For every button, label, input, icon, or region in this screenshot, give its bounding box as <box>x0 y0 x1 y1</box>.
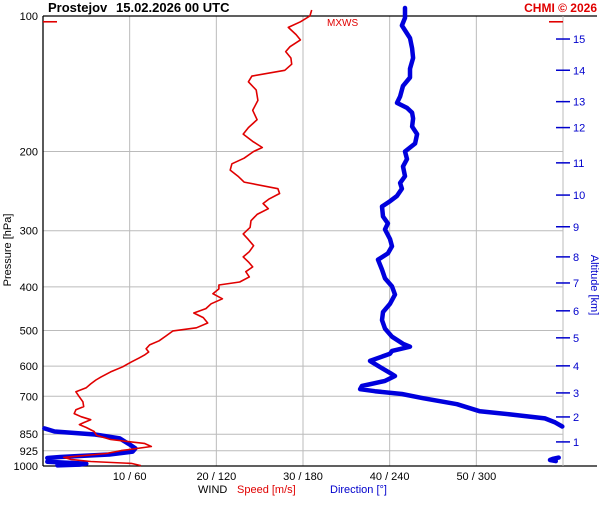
altitude-tick-label: 9 <box>573 222 579 234</box>
wind-speed-line <box>62 9 313 467</box>
pressure-axis-label: Pressure [hPa] <box>2 214 14 287</box>
altitude-axis-label: Altitude [km] <box>588 255 600 316</box>
pressure-tick-label: 850 <box>20 429 38 441</box>
caption-wind: WIND <box>198 484 227 496</box>
pressure-tick-label: 100 <box>20 11 38 23</box>
altitude-tick-label: 7 <box>573 278 579 290</box>
x-tick-label: 30 / 180 <box>283 471 323 483</box>
frame-layer <box>42 15 597 467</box>
altitude-tick-label: 10 <box>573 190 585 202</box>
altitude-tick-label: 8 <box>573 252 579 264</box>
pressure-tick-label: 600 <box>20 361 38 373</box>
altitude-tick-label: 1 <box>573 437 579 449</box>
x-tick-label: 20 / 120 <box>196 471 236 483</box>
pressure-tick-label: 700 <box>20 391 38 403</box>
data-layer <box>42 5 565 468</box>
caption-speed: Speed [m/s] <box>237 484 296 496</box>
altitude-tick-label: 11 <box>573 158 584 170</box>
pressure-tick-label: 925 <box>20 446 38 458</box>
pressure-tick-label: 500 <box>20 326 38 338</box>
x-tick-label: 10 / 60 <box>113 471 147 483</box>
pressure-tick-label: 300 <box>20 226 38 238</box>
altitude-tick-label: 14 <box>573 65 585 77</box>
altitude-tick-label: 5 <box>573 333 579 345</box>
grid-layer <box>43 16 563 466</box>
altitude-tick-label: 12 <box>573 123 585 135</box>
wind-direction-line <box>547 455 561 464</box>
x-tick-label: 50 / 300 <box>456 471 496 483</box>
pressure-tick-label: 1000 <box>14 461 38 473</box>
title-station: Prostejov <box>48 0 108 15</box>
wind-direction-line <box>357 5 565 429</box>
wind-direction-line <box>45 459 89 468</box>
mxws-label: MXWS <box>327 18 358 29</box>
x-tick-label: 40 / 240 <box>370 471 410 483</box>
caption-direction: Direction [°] <box>330 484 387 496</box>
pressure-tick-label: 200 <box>20 146 38 158</box>
altitude-tick-label: 13 <box>573 97 585 109</box>
altitude-tick-label: 2 <box>573 412 579 424</box>
altitude-tick-label: 15 <box>573 34 585 46</box>
altitude-tick-label: 6 <box>573 306 579 318</box>
title-datetime: 15.02.2026 00 UTC <box>116 0 230 15</box>
copyright-label: CHMI © 2026 <box>524 1 597 15</box>
pressure-tick-label: 400 <box>20 282 38 294</box>
altitude-tick-label: 3 <box>573 388 579 400</box>
altitude-tick-label: 4 <box>573 361 579 373</box>
